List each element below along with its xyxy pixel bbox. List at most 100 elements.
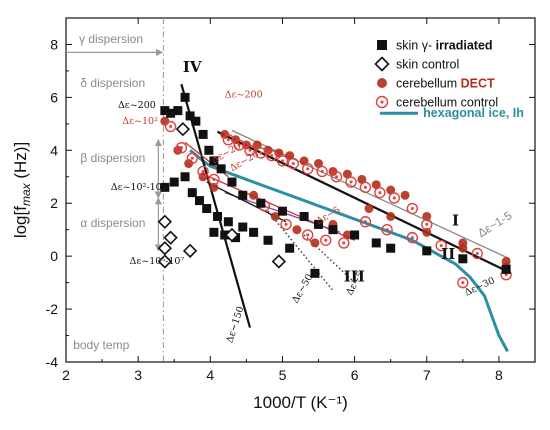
data-point-center: [425, 222, 429, 226]
series-points: [164, 120, 512, 289]
y-tick-label: -2: [46, 301, 59, 317]
series-points: [157, 122, 286, 269]
ice-label: hexagonal ice, Ih: [423, 106, 524, 120]
data-point: [202, 204, 212, 214]
data-point: [233, 139, 245, 151]
legend-entry: cerebellum control: [396, 96, 498, 110]
data-point: [386, 211, 396, 221]
data-point: [330, 171, 343, 183]
y-tick-label: 0: [50, 248, 58, 264]
data-point-center: [410, 207, 414, 211]
data-point-center: [439, 244, 443, 248]
data-point: [209, 182, 219, 192]
plot-area: γ dispersion δ dispersion β dispersion α di…: [65, 17, 536, 363]
data-point: [208, 173, 220, 186]
data-point: [238, 222, 248, 232]
data-point: [186, 152, 198, 164]
data-point: [224, 227, 240, 243]
data-point-center: [349, 180, 353, 184]
annotation-label: Δε~10²-10³: [111, 182, 166, 193]
data-point: [374, 56, 390, 72]
data-point: [244, 144, 256, 157]
data-point: [374, 186, 386, 199]
axis-ticks: 2 3 4 5 6 7 8 -4 -2 0 2 4 6 8: [46, 18, 535, 383]
data-point: [371, 238, 381, 248]
data-point-center: [237, 143, 241, 147]
x-tick-label: 5: [279, 367, 287, 383]
data-point: [364, 204, 374, 214]
data-point-center: [320, 169, 324, 173]
data-point: [169, 177, 179, 187]
data-point: [457, 276, 469, 289]
data-point: [501, 256, 511, 266]
data-point-center: [324, 238, 328, 242]
data-point: [263, 235, 273, 245]
data-point: [187, 188, 197, 198]
data-point: [302, 229, 314, 241]
data-point: [350, 230, 360, 240]
data-point: [175, 141, 188, 154]
annotation-label: I: [452, 212, 459, 230]
data-point: [249, 227, 259, 237]
data-point: [386, 185, 396, 195]
data-point: [216, 164, 226, 174]
data-point: [345, 176, 357, 188]
data-point: [314, 159, 324, 169]
x-tick-label: 2: [62, 367, 70, 383]
data-point: [371, 180, 381, 190]
data-point: [359, 216, 372, 228]
annotation-label: γ dispersion: [79, 32, 143, 46]
data-point: [222, 134, 235, 146]
data-point-center: [270, 154, 274, 158]
data-point: [422, 227, 432, 237]
legend: skin γ- irradiated skin control cerebellum…: [374, 39, 498, 110]
data-point: [342, 169, 352, 179]
annotation-label: Δε~200: [118, 100, 156, 111]
legend-entry: skin control: [396, 58, 459, 72]
data-point-center: [280, 159, 284, 163]
data-point: [220, 230, 230, 240]
data-point: [422, 246, 432, 256]
data-point: [310, 238, 320, 248]
y-tick-label: 6: [50, 89, 58, 105]
data-point: [285, 151, 295, 161]
data-point-center: [190, 156, 194, 160]
data-point: [328, 225, 338, 235]
data-point: [160, 182, 170, 192]
annotation-label: Δε~10⁵-10⁷: [129, 256, 184, 267]
data-point: [223, 217, 233, 227]
x-tick-label: 8: [495, 367, 503, 383]
data-point: [310, 268, 320, 278]
annotation-label: body temp: [73, 338, 129, 352]
data-point: [157, 214, 172, 229]
data-point: [377, 40, 387, 50]
x-tick-label: 6: [351, 367, 359, 383]
data-point: [175, 122, 191, 137]
data-point-center: [212, 177, 216, 181]
data-point: [406, 231, 419, 244]
data-point: [249, 190, 259, 200]
legend-entry: skin γ- irradiated: [396, 39, 493, 53]
legend-entry-bold: irradiated: [432, 39, 492, 53]
data-point-center: [335, 175, 339, 179]
data-point: [320, 234, 332, 246]
annotation-label: α dispersion: [80, 216, 145, 230]
data-point-center: [306, 233, 310, 237]
data-point: [160, 106, 170, 116]
data-point: [270, 211, 280, 221]
data-point-center: [378, 191, 382, 195]
data-point-center: [284, 222, 288, 226]
data-point: [285, 243, 295, 253]
data-point: [184, 159, 194, 169]
x-tick-label: 4: [206, 367, 214, 383]
data-point-center: [226, 138, 230, 142]
y-axis-title-main: log[f: [11, 206, 30, 238]
data-point: [359, 181, 372, 194]
data-point-center: [259, 151, 263, 155]
legend-entry-bold: DECT: [457, 77, 495, 91]
data-point-center: [291, 162, 295, 166]
annotation-label: Δε~50: [290, 272, 315, 305]
data-point: [227, 177, 237, 187]
data-point: [180, 92, 190, 102]
